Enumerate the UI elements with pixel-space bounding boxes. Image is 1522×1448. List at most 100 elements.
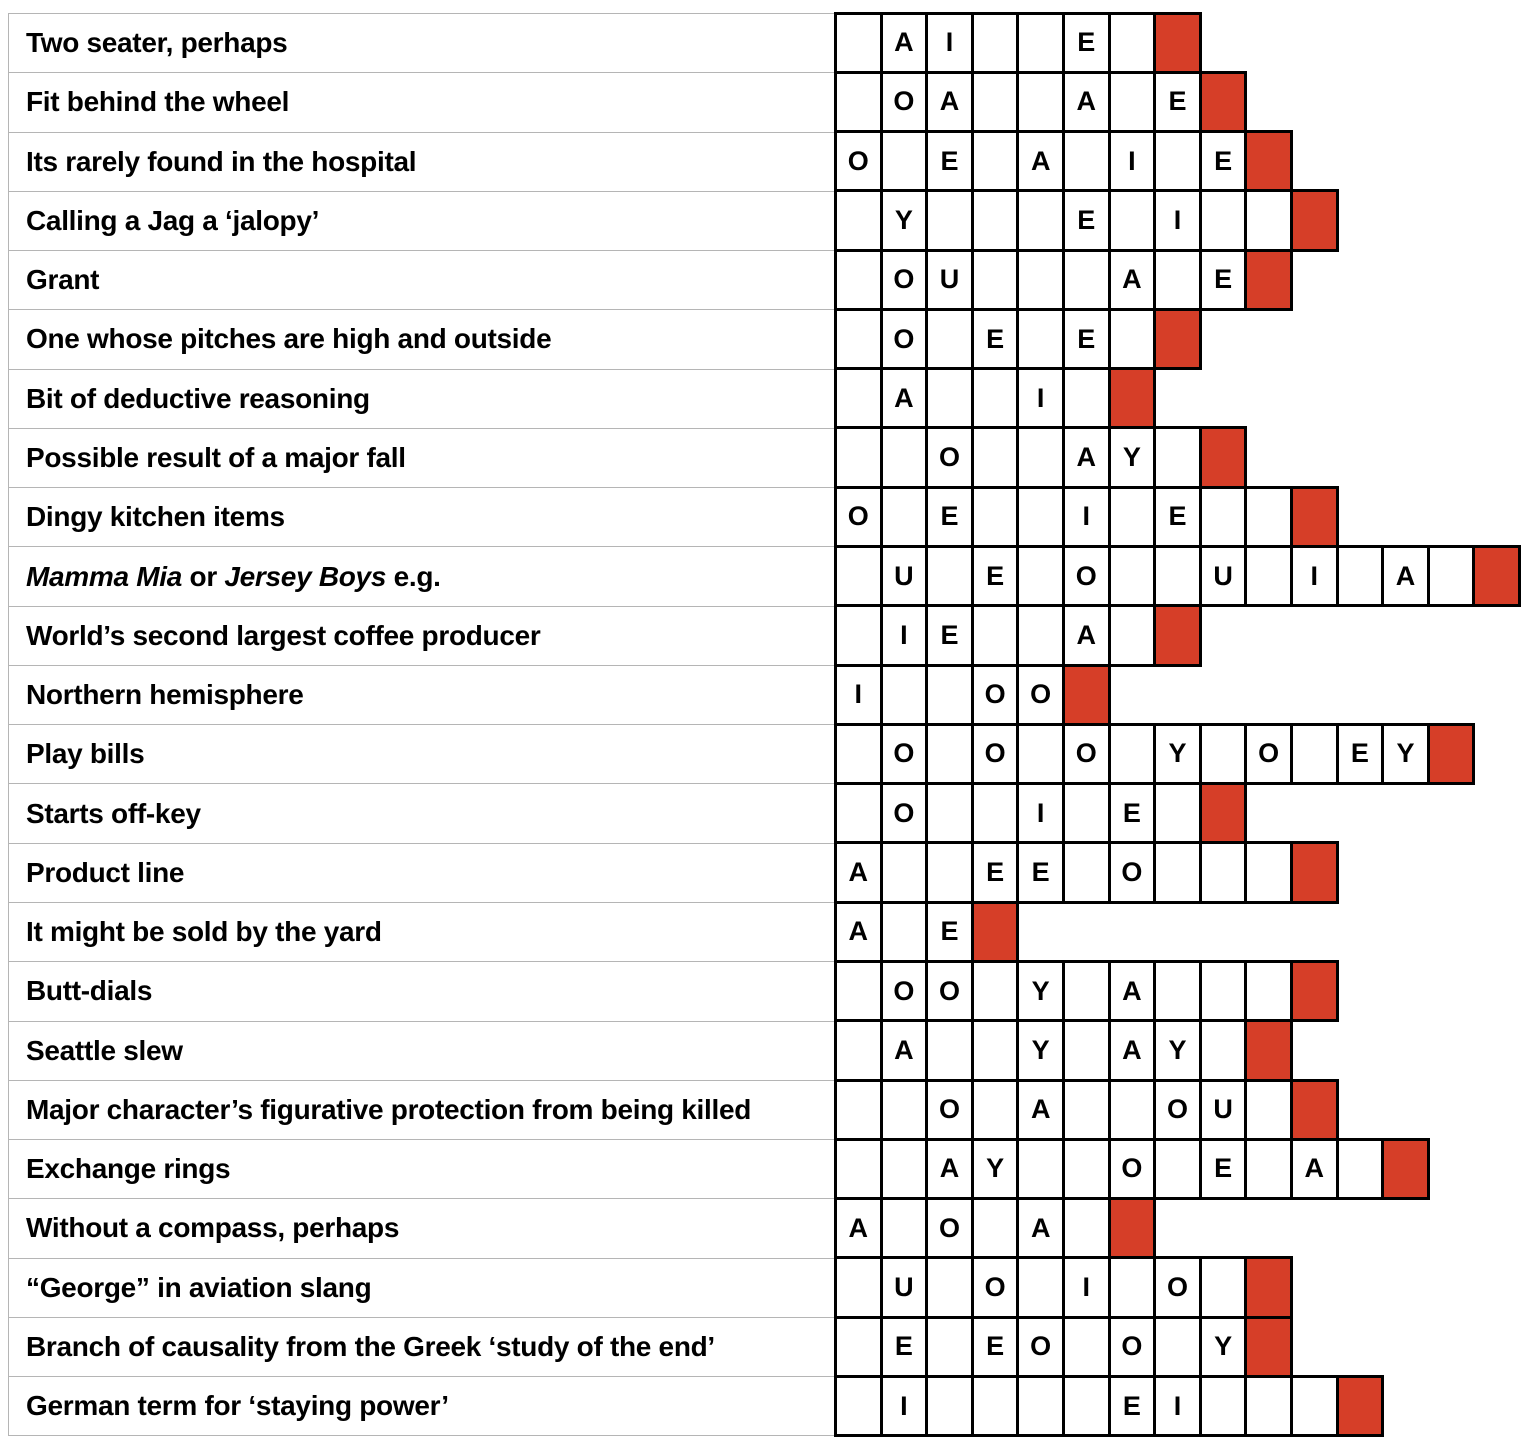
empty-cell[interactable]	[1244, 189, 1293, 252]
empty-cell[interactable]	[1153, 841, 1202, 904]
empty-cell[interactable]	[1244, 485, 1293, 548]
empty-cell[interactable]	[879, 1197, 929, 1260]
empty-cell[interactable]	[925, 663, 974, 726]
empty-cell[interactable]	[925, 189, 974, 252]
empty-cell[interactable]	[925, 545, 974, 608]
empty-cell[interactable]	[879, 130, 929, 193]
letter-cell[interactable]: U	[1198, 545, 1248, 608]
empty-cell[interactable]	[1107, 485, 1157, 548]
empty-cell[interactable]	[879, 1137, 929, 1201]
letter-cell[interactable]: I	[1153, 1374, 1202, 1438]
empty-cell[interactable]	[925, 1315, 974, 1378]
empty-cell[interactable]	[1244, 1078, 1293, 1141]
empty-cell[interactable]	[1107, 307, 1157, 371]
letter-cell[interactable]: A	[1016, 1078, 1065, 1141]
empty-cell[interactable]	[1016, 426, 1065, 489]
letter-cell[interactable]: I	[1153, 189, 1202, 252]
letter-cell[interactable]: I	[1290, 545, 1339, 608]
letter-cell[interactable]: E	[970, 1315, 1020, 1378]
letter-cell[interactable]: O	[879, 782, 929, 845]
letter-cell[interactable]: E	[1107, 782, 1157, 845]
letter-cell[interactable]: O	[1153, 1078, 1202, 1141]
empty-cell[interactable]	[834, 426, 883, 489]
empty-cell[interactable]	[1107, 722, 1157, 786]
empty-cell[interactable]	[879, 663, 929, 726]
letter-cell[interactable]: O	[879, 70, 929, 134]
letter-cell[interactable]: E	[879, 1315, 929, 1378]
empty-cell[interactable]	[879, 841, 929, 904]
empty-cell[interactable]	[1153, 1137, 1202, 1201]
letter-cell[interactable]: Y	[1198, 1315, 1248, 1378]
letter-cell[interactable]: I	[879, 1374, 929, 1438]
letter-cell[interactable]: A	[1107, 959, 1157, 1023]
empty-cell[interactable]	[970, 11, 1020, 74]
letter-cell[interactable]: O	[925, 426, 974, 489]
empty-cell[interactable]	[1107, 1256, 1157, 1319]
empty-cell[interactable]	[1244, 959, 1293, 1023]
empty-cell[interactable]	[925, 782, 974, 845]
empty-cell[interactable]	[1198, 1256, 1248, 1319]
empty-cell[interactable]	[1244, 545, 1293, 608]
empty-cell[interactable]	[1016, 189, 1065, 252]
letter-cell[interactable]: A	[1016, 130, 1065, 193]
letter-cell[interactable]: A	[925, 1137, 974, 1201]
empty-cell[interactable]	[1016, 545, 1065, 608]
letter-cell[interactable]: O	[879, 959, 929, 1023]
letter-cell[interactable]: O	[925, 1078, 974, 1141]
letter-cell[interactable]: E	[1062, 189, 1111, 252]
letter-cell[interactable]: O	[1244, 722, 1293, 786]
empty-cell[interactable]	[834, 1315, 883, 1378]
letter-cell[interactable]: A	[1062, 426, 1111, 489]
empty-cell[interactable]	[834, 1256, 883, 1319]
letter-cell[interactable]: E	[925, 604, 974, 667]
empty-cell[interactable]	[834, 1078, 883, 1141]
empty-cell[interactable]	[1107, 11, 1157, 74]
letter-cell[interactable]: I	[1062, 485, 1111, 548]
letter-cell[interactable]: I	[1016, 367, 1065, 430]
letter-cell[interactable]: E	[1062, 307, 1111, 371]
empty-cell[interactable]	[879, 485, 929, 548]
letter-cell[interactable]: O	[879, 307, 929, 371]
empty-cell[interactable]	[1016, 248, 1065, 311]
empty-cell[interactable]	[925, 1256, 974, 1319]
letter-cell[interactable]: O	[834, 130, 883, 193]
empty-cell[interactable]	[970, 1019, 1020, 1082]
letter-cell[interactable]: U	[879, 1256, 929, 1319]
letter-cell[interactable]: Y	[1153, 1019, 1202, 1082]
letter-cell[interactable]: E	[1016, 841, 1065, 904]
empty-cell[interactable]	[1198, 1019, 1248, 1082]
letter-cell[interactable]: O	[925, 959, 974, 1023]
empty-cell[interactable]	[1016, 485, 1065, 548]
empty-cell[interactable]	[1062, 1019, 1111, 1082]
letter-cell[interactable]: Y	[970, 1137, 1020, 1201]
letter-cell[interactable]: E	[925, 900, 974, 963]
empty-cell[interactable]	[1016, 604, 1065, 667]
empty-cell[interactable]	[970, 1374, 1020, 1438]
empty-cell[interactable]	[834, 367, 883, 430]
empty-cell[interactable]	[925, 307, 974, 371]
empty-cell[interactable]	[970, 485, 1020, 548]
empty-cell[interactable]	[1153, 426, 1202, 489]
empty-cell[interactable]	[1198, 189, 1248, 252]
letter-cell[interactable]: O	[970, 1256, 1020, 1319]
letter-cell[interactable]: O	[1153, 1256, 1202, 1319]
letter-cell[interactable]: A	[1062, 604, 1111, 667]
empty-cell[interactable]	[1198, 722, 1248, 786]
empty-cell[interactable]	[1198, 959, 1248, 1023]
letter-cell[interactable]: Y	[879, 189, 929, 252]
letter-cell[interactable]: U	[879, 545, 929, 608]
empty-cell[interactable]	[834, 307, 883, 371]
letter-cell[interactable]: E	[970, 307, 1020, 371]
empty-cell[interactable]	[1016, 11, 1065, 74]
empty-cell[interactable]	[1107, 545, 1157, 608]
letter-cell[interactable]: E	[925, 130, 974, 193]
empty-cell[interactable]	[970, 130, 1020, 193]
empty-cell[interactable]	[1153, 1315, 1202, 1378]
letter-cell[interactable]: Y	[1016, 1019, 1065, 1082]
empty-cell[interactable]	[970, 782, 1020, 845]
empty-cell[interactable]	[1016, 722, 1065, 786]
empty-cell[interactable]	[925, 841, 974, 904]
empty-cell[interactable]	[879, 900, 929, 963]
letter-cell[interactable]: O	[1016, 663, 1065, 726]
empty-cell[interactable]	[1290, 722, 1339, 786]
